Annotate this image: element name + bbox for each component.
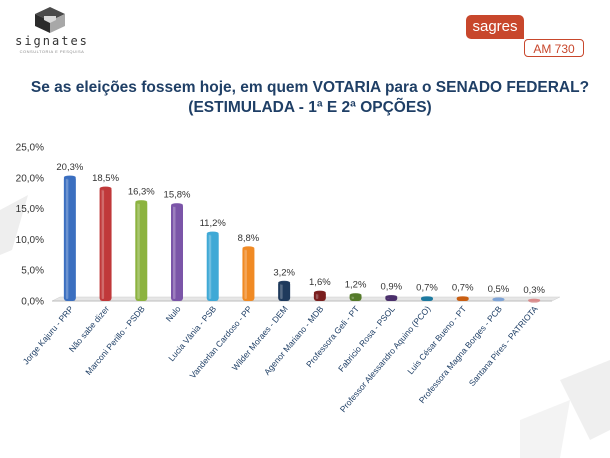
category-label: Jorge Kajuru - PRP [21,304,76,367]
bar [206,232,219,301]
y-tick-label: 0,0% [21,297,44,308]
data-label: 0,7% [416,283,438,294]
bar-cap [242,246,255,251]
bar [278,281,291,301]
bar-highlight [280,283,283,299]
bar-cap [421,296,433,301]
category-label: Marconi Perillo - PSDB [83,304,147,377]
y-tick-label: 5,0% [21,266,44,277]
logo-tagline: CONSULTORIA E PESQUISA [19,49,85,54]
signates-logo: signates CONSULTORIA E PESQUISA [6,4,106,56]
bar-cap [135,200,148,205]
category-label: Vanderlan Cardoso - PP [187,304,254,381]
data-label: 0,9% [380,281,402,292]
bar [171,203,183,301]
cube-logo-icon [35,7,65,33]
y-tick-label: 25,0% [16,143,44,154]
bar [63,175,76,301]
bar-cap [99,186,112,191]
bar-cap [349,293,362,298]
bar-cap [63,175,76,180]
data-label: 16,3% [128,187,155,198]
data-label: 15,8% [164,190,191,201]
bar-highlight [173,205,176,299]
data-label: 0,5% [488,284,510,295]
category-label: Santana Pires - PATRIOTA [467,304,540,388]
bar-cap [206,231,219,236]
chart-floor [51,296,561,302]
bar-highlight [101,189,105,299]
data-label: 1,2% [345,280,367,291]
data-label: 1,6% [309,277,331,288]
data-label: 8,8% [238,233,260,244]
y-tick-label: 20,0% [16,173,44,184]
brand-name: sagres [466,15,524,39]
bar-highlight [65,177,69,299]
data-label: 0,7% [452,283,474,294]
bar [242,246,255,301]
category-label: Nulo [164,304,183,324]
sagres-brand: sagres AM 730 [466,15,586,61]
bar-cap [528,298,541,303]
bar-cap [385,294,398,299]
data-label: 20,3% [56,162,83,173]
bar-cap [171,203,183,208]
chart-title: Se as eleições fossem hoje, em quem VOTA… [30,79,590,116]
category-label: Agenor Mariano - MDB [262,304,326,377]
brand-band: AM 730 [524,39,584,57]
data-label: 18,5% [92,173,119,184]
data-label: 3,2% [273,267,295,278]
bar-highlight [137,202,140,299]
y-tick-label: 15,0% [16,204,44,215]
logo-name: signates [15,34,89,48]
bar-cap [456,296,469,301]
y-tick-label: 10,0% [16,235,44,246]
bar-cap [313,290,326,295]
bar-highlight [244,248,247,299]
bar [135,200,148,301]
bar-highlight [315,293,319,299]
bar-cap [278,280,291,285]
bar-highlight [208,234,212,299]
bar [99,187,112,301]
bar-cap [492,297,505,302]
data-label: 0,3% [523,285,545,296]
data-label: 11,2% [200,218,227,229]
